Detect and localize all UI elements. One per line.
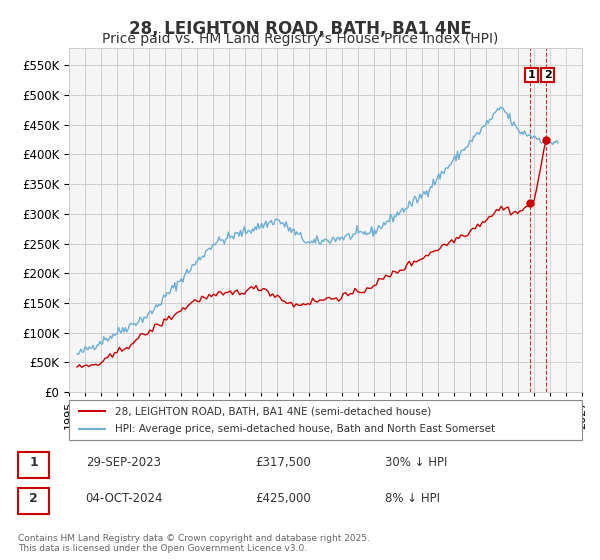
Text: 04-OCT-2024: 04-OCT-2024	[86, 492, 163, 505]
Text: 2: 2	[29, 492, 38, 505]
Text: 29-SEP-2023: 29-SEP-2023	[86, 456, 161, 469]
FancyBboxPatch shape	[18, 488, 49, 514]
Text: 30% ↓ HPI: 30% ↓ HPI	[385, 456, 447, 469]
Text: 2: 2	[544, 70, 551, 80]
Text: 1: 1	[29, 456, 38, 469]
Text: £425,000: £425,000	[255, 492, 311, 505]
Text: HPI: Average price, semi-detached house, Bath and North East Somerset: HPI: Average price, semi-detached house,…	[115, 423, 495, 433]
Text: 28, LEIGHTON ROAD, BATH, BA1 4NE: 28, LEIGHTON ROAD, BATH, BA1 4NE	[128, 20, 472, 38]
Bar	[550, 48, 582, 392]
Text: Contains HM Land Registry data © Crown copyright and database right 2025.
This d: Contains HM Land Registry data © Crown c…	[18, 534, 370, 553]
Text: Price paid vs. HM Land Registry's House Price Index (HPI): Price paid vs. HM Land Registry's House …	[102, 32, 498, 46]
FancyBboxPatch shape	[18, 452, 49, 478]
Text: £317,500: £317,500	[255, 456, 311, 469]
Text: 8% ↓ HPI: 8% ↓ HPI	[385, 492, 440, 505]
Text: 28, LEIGHTON ROAD, BATH, BA1 4NE (semi-detached house): 28, LEIGHTON ROAD, BATH, BA1 4NE (semi-d…	[115, 407, 431, 417]
FancyBboxPatch shape	[69, 400, 582, 440]
Text: 1: 1	[527, 70, 535, 80]
